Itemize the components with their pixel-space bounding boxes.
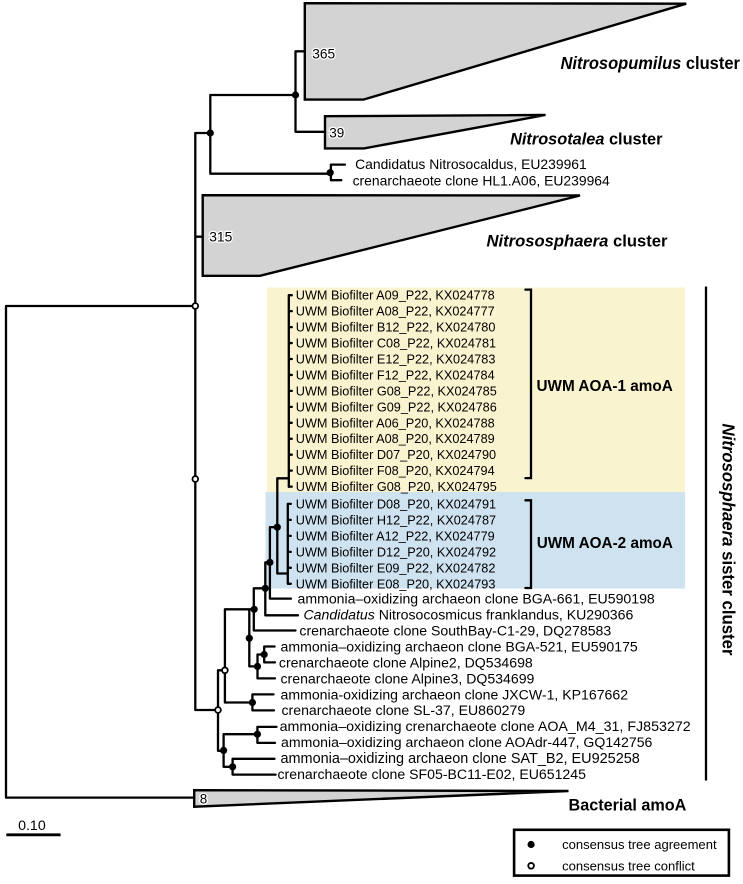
svg-text:UWM Biofilter E09_P22, KX02478: UWM Biofilter E09_P22, KX024782 xyxy=(296,561,496,575)
svg-text:Nitrososphaera sister cluster: Nitrososphaera sister cluster xyxy=(719,424,739,656)
svg-text:ammonia–oxidizing archaeon clo: ammonia–oxidizing archaeon clone BGA-521… xyxy=(281,638,638,654)
svg-text:UWM Biofilter D07_P20, KX02479: UWM Biofilter D07_P20, KX024790 xyxy=(296,448,496,462)
svg-text:UWM Biofilter A08_P20, KX02478: UWM Biofilter A08_P20, KX024789 xyxy=(296,432,495,446)
svg-text:UWM Biofilter G09_P22, KX02478: UWM Biofilter G09_P22, KX024786 xyxy=(296,400,497,414)
svg-text:UWM Biofilter F12_P22, KX02478: UWM Biofilter F12_P22, KX024784 xyxy=(296,368,495,382)
svg-text:crenarchaeote clone SF05-BC11-: crenarchaeote clone SF05-BC11-E02, EU651… xyxy=(278,766,587,782)
svg-text:Bacterial amoA: Bacterial amoA xyxy=(569,797,687,815)
svg-text:UWM AOA-2 amoA: UWM AOA-2 amoA xyxy=(537,535,673,552)
svg-text:ammonia-oxidizing archaeon clo: ammonia-oxidizing archaeon clone JXCW-1,… xyxy=(281,686,629,702)
svg-text:crenarchaeote clone HL1.A06, E: crenarchaeote clone HL1.A06, EU239964 xyxy=(353,172,610,188)
svg-text:0.10: 0.10 xyxy=(18,818,46,834)
svg-text:UWM Biofilter D08_P20, KX02479: UWM Biofilter D08_P20, KX024791 xyxy=(296,497,496,511)
svg-text:UWM Biofilter F08_P20, KX02479: UWM Biofilter F08_P20, KX024794 xyxy=(296,464,495,478)
svg-text:UWM AOA-1 amoA: UWM AOA-1 amoA xyxy=(537,378,673,395)
svg-text:UWM Biofilter B12_P22, KX02478: UWM Biofilter B12_P22, KX024780 xyxy=(296,321,496,335)
svg-text:ammonia–oxidizing archaeon clo: ammonia–oxidizing archaeon clone AOAdr-4… xyxy=(281,734,653,750)
svg-text:Nitrosopumilus cluster: Nitrosopumilus cluster xyxy=(561,53,741,73)
svg-text:ammonia–oxidizing crenarchaeot: ammonia–oxidizing crenarchaeote clone AO… xyxy=(280,719,691,735)
svg-text:ammonia–oxidizing archaeon clo: ammonia–oxidizing archaeon clone SAT_B2,… xyxy=(281,751,640,767)
svg-text:UWM Biofilter A06_P20, KX02478: UWM Biofilter A06_P20, KX024788 xyxy=(296,416,495,430)
svg-text:crenarchaeote clone Alpine2, D: crenarchaeote clone Alpine2, DQ534698 xyxy=(279,654,533,670)
svg-text:UWM Biofilter D12_P20, KX02479: UWM Biofilter D12_P20, KX024792 xyxy=(296,545,496,559)
svg-text:crenarchaeote clone SL-37, EU8: crenarchaeote clone SL-37, EU860279 xyxy=(282,702,526,718)
svg-text:39: 39 xyxy=(329,125,344,140)
svg-text:Nitrosotalea cluster: Nitrosotalea cluster xyxy=(510,131,663,149)
svg-text:UWM Biofilter H12_P22, KX02478: UWM Biofilter H12_P22, KX024787 xyxy=(296,513,496,527)
svg-text:Candidatus Nitrosocaldus, EU23: Candidatus Nitrosocaldus, EU239961 xyxy=(355,156,587,172)
svg-text:UWM Biofilter C08_P22, KX02478: UWM Biofilter C08_P22, KX024781 xyxy=(296,337,496,351)
svg-text:ammonia–oxidizing archaeon clo: ammonia–oxidizing archaeon clone BGA-661… xyxy=(298,591,655,607)
svg-text:UWM Biofilter A09_P22, KX02477: UWM Biofilter A09_P22, KX024778 xyxy=(296,289,495,303)
svg-text:crenarchaeote clone Alpine3, D: crenarchaeote clone Alpine3, DQ534699 xyxy=(281,670,535,686)
svg-text:UWM Biofilter A08_P22, KX02477: UWM Biofilter A08_P22, KX024777 xyxy=(296,305,495,319)
svg-text:UWM Biofilter E12_P22, KX02478: UWM Biofilter E12_P22, KX024783 xyxy=(296,352,496,366)
svg-text:UWM Biofilter G08_P22, KX02478: UWM Biofilter G08_P22, KX024785 xyxy=(296,384,497,398)
svg-text:8: 8 xyxy=(200,791,208,806)
svg-text:315: 315 xyxy=(209,229,232,245)
svg-text:consensus tree agreement: consensus tree agreement xyxy=(562,837,717,852)
svg-text:UWM Biofilter E08_P20, KX02479: UWM Biofilter E08_P20, KX024793 xyxy=(296,577,496,591)
svg-text:UWM Biofilter A12_P22, KX02477: UWM Biofilter A12_P22, KX024779 xyxy=(296,529,495,543)
svg-text:365: 365 xyxy=(312,46,335,61)
svg-text:crenarchaeote clone SouthBay-C: crenarchaeote clone SouthBay-C1-29, DQ27… xyxy=(299,622,611,638)
svg-text:UWM Biofilter G08_P20, KX02479: UWM Biofilter G08_P20, KX024795 xyxy=(296,480,497,494)
svg-text:Candidatus Nitrosocosmicus fra: Candidatus Nitrosocosmicus franklandus, … xyxy=(304,607,634,623)
svg-text:consensus tree conflict: consensus tree conflict xyxy=(562,858,695,873)
svg-text:Nitrososphaera cluster: Nitrososphaera cluster xyxy=(487,232,668,251)
